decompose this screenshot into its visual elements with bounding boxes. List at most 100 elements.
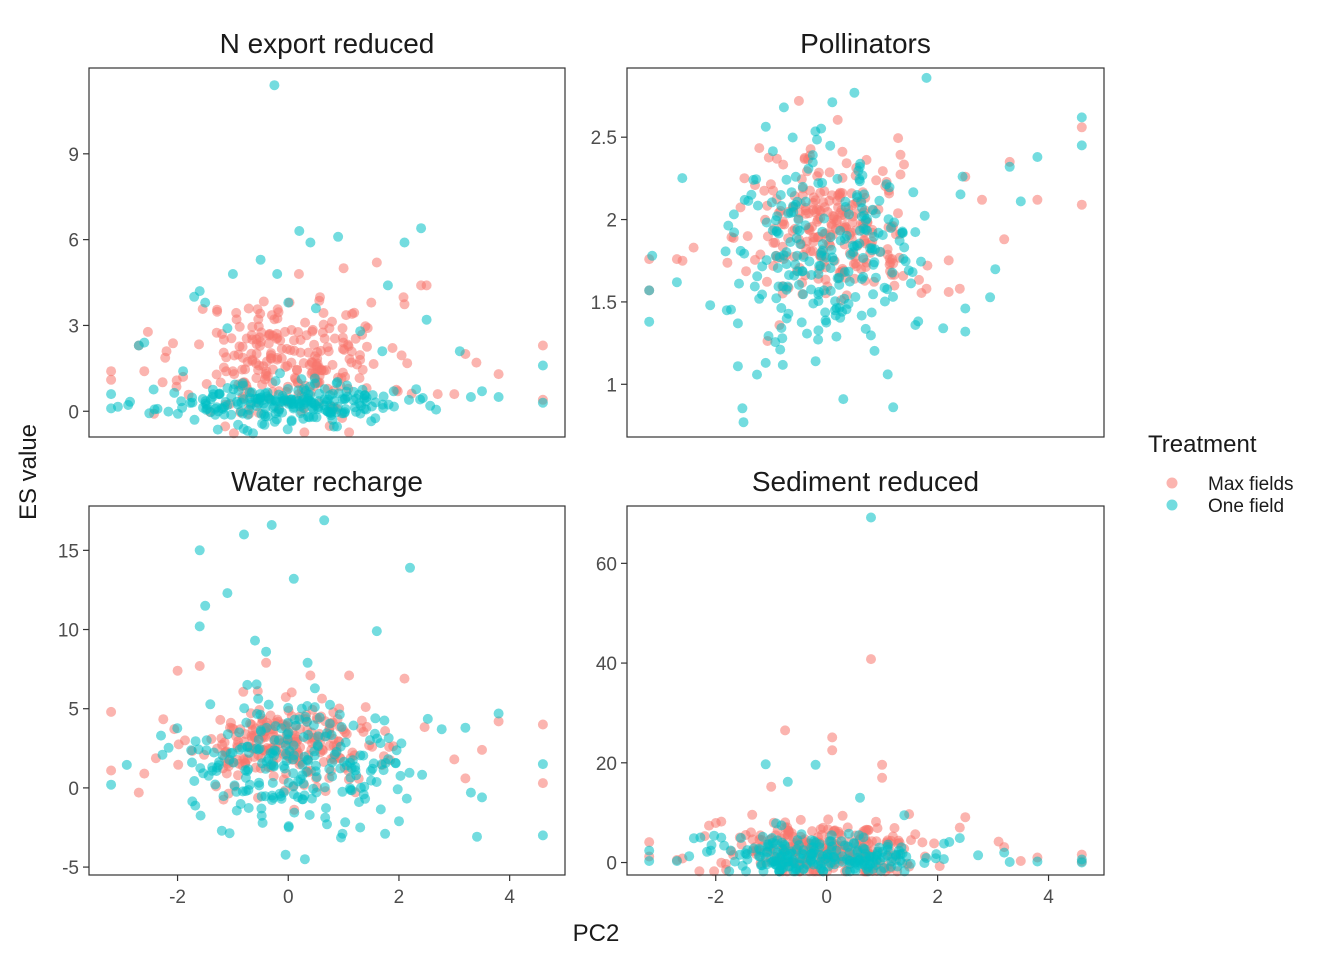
- panel-title: Pollinators: [800, 28, 931, 59]
- point-one-field: [781, 284, 792, 295]
- point-one-field: [817, 851, 828, 862]
- point-one-field: [222, 729, 233, 740]
- point-max-fields: [871, 816, 881, 827]
- point-one-field: [263, 753, 274, 764]
- point-one-field: [259, 409, 270, 420]
- point-max-fields: [229, 350, 240, 361]
- point-one-field: [954, 833, 965, 844]
- point-one-field: [787, 132, 798, 143]
- point-one-field: [329, 749, 340, 760]
- point-one-field: [776, 323, 787, 333]
- point-one-field: [838, 394, 849, 405]
- point-max-fields: [824, 167, 835, 178]
- point-one-field: [322, 819, 332, 830]
- point-max-fields: [265, 353, 276, 363]
- point-one-field: [882, 369, 893, 380]
- panel-title: Sediment reduced: [752, 466, 979, 497]
- point-one-field: [735, 833, 746, 843]
- point-max-fields: [1076, 199, 1087, 210]
- point-one-field: [644, 285, 655, 296]
- point-one-field: [749, 281, 760, 292]
- point-one-field: [960, 326, 971, 337]
- point-one-field: [222, 588, 233, 599]
- point-one-field: [331, 378, 342, 389]
- point-max-fields: [387, 343, 398, 353]
- point-one-field: [194, 621, 205, 632]
- point-one-field: [220, 397, 231, 407]
- point-one-field: [460, 722, 471, 733]
- y-tick-label: 0: [68, 402, 79, 423]
- point-one-field: [269, 745, 280, 756]
- point-one-field: [250, 635, 260, 646]
- point-max-fields: [808, 192, 819, 203]
- point-one-field: [868, 289, 879, 300]
- point-max-fields: [914, 274, 924, 285]
- point-one-field: [299, 854, 310, 865]
- point-max-fields: [460, 773, 471, 784]
- y-tick-label: 1.5: [591, 293, 617, 314]
- point-one-field: [866, 307, 877, 318]
- point-max-fields: [318, 319, 329, 330]
- point-one-field: [774, 866, 785, 877]
- point-max-fields: [329, 333, 340, 344]
- point-max-fields: [893, 133, 904, 144]
- point-max-fields: [315, 292, 325, 303]
- point-max-fields: [471, 357, 482, 368]
- point-one-field: [289, 807, 300, 818]
- point-one-field: [252, 708, 262, 719]
- point-max-fields: [305, 670, 316, 681]
- point-one-field: [405, 562, 415, 573]
- point-one-field: [1004, 857, 1015, 867]
- point-max-fields: [778, 159, 789, 170]
- point-one-field: [771, 293, 782, 304]
- point-max-fields: [247, 725, 258, 735]
- point-max-fields: [877, 759, 888, 770]
- point-one-field: [378, 391, 389, 402]
- point-one-field: [248, 428, 258, 439]
- point-max-fields: [954, 822, 965, 833]
- y-tick-label: 2.5: [591, 128, 617, 149]
- point-one-field: [261, 722, 272, 733]
- point-one-field: [240, 786, 251, 797]
- point-one-field: [207, 384, 218, 395]
- point-one-field: [817, 239, 828, 249]
- point-one-field: [148, 384, 159, 395]
- point-one-field: [919, 210, 930, 221]
- point-max-fields: [827, 732, 838, 743]
- point-max-fields: [893, 208, 903, 219]
- point-one-field: [217, 750, 228, 761]
- point-one-field: [957, 171, 968, 182]
- point-one-field: [671, 277, 682, 288]
- y-axis-label: ES value: [15, 424, 42, 520]
- point-one-field: [802, 328, 812, 339]
- point-one-field: [382, 280, 393, 291]
- point-one-field: [825, 263, 836, 274]
- point-one-field: [859, 844, 870, 855]
- point-max-fields: [795, 814, 806, 825]
- x-tick-label: 4: [504, 887, 515, 908]
- point-max-fields: [688, 242, 699, 253]
- point-max-fields: [276, 353, 287, 364]
- y-tick-label: 20: [596, 754, 617, 775]
- point-one-field: [178, 366, 189, 377]
- point-one-field: [256, 803, 267, 814]
- point-max-fields: [402, 358, 413, 369]
- point-one-field: [251, 679, 262, 690]
- point-max-fields: [237, 341, 248, 352]
- y-tick-label: -5: [62, 858, 79, 879]
- point-one-field: [738, 417, 749, 428]
- point-one-field: [797, 181, 808, 192]
- point-max-fields: [212, 306, 223, 317]
- point-one-field: [825, 140, 836, 151]
- point-max-fields: [747, 809, 758, 820]
- point-one-field: [308, 783, 319, 794]
- point-one-field: [751, 174, 762, 185]
- point-one-field: [852, 860, 863, 870]
- point-one-field: [720, 246, 731, 257]
- point-max-fields: [493, 369, 504, 380]
- panel-frame: [626, 505, 1105, 876]
- point-max-fields: [762, 276, 772, 287]
- point-one-field: [321, 728, 332, 739]
- point-one-field: [272, 269, 283, 279]
- point-one-field: [855, 225, 865, 236]
